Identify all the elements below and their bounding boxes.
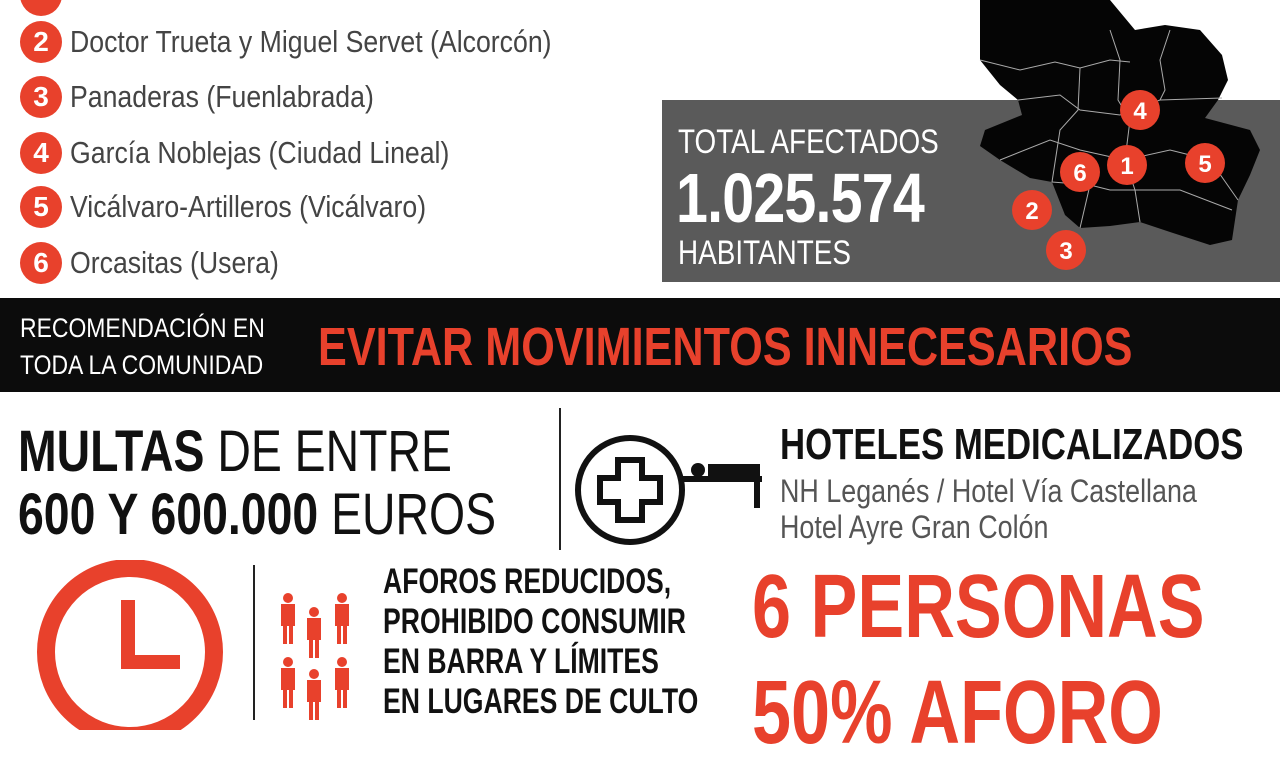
zone-number-badge: 2 bbox=[20, 21, 62, 63]
hotels-list-line1: NH Leganés / Hotel Vía Castellana bbox=[780, 473, 1197, 509]
medical-bed-icon bbox=[575, 435, 762, 545]
capacity-line: AFOROS REDUCIDOS, bbox=[383, 562, 672, 601]
zone-label: Panaderas (Fuenlabrada) bbox=[70, 79, 374, 114]
people-icon bbox=[281, 593, 349, 720]
map-marker: 2 bbox=[1012, 190, 1052, 230]
svg-text:2: 2 bbox=[1025, 198, 1038, 225]
zone-number-badge: 5 bbox=[20, 186, 62, 228]
map-region bbox=[980, 0, 1260, 245]
fines-bold: MULTAS bbox=[18, 419, 205, 484]
banner-headline: EVITAR MOVIMIENTOS INNECESARIOS bbox=[318, 317, 1133, 377]
map-marker: 4 bbox=[1120, 90, 1160, 130]
capacity-line: EN LUGARES DE CULTO bbox=[383, 682, 699, 721]
svg-text:4: 4 bbox=[1133, 98, 1147, 125]
svg-text:3: 3 bbox=[1059, 238, 1072, 265]
fines-amount: 600 Y 600.000 bbox=[18, 482, 319, 547]
recommendation-banner bbox=[0, 298, 1280, 392]
svg-text:1: 1 bbox=[1120, 153, 1133, 180]
capacity-text: AFOROS REDUCIDOS, PROHIBIDO CONSUMIR EN … bbox=[383, 562, 698, 722]
max-people: 6 PERSONAS bbox=[752, 557, 1205, 657]
map-marker: 3 bbox=[1046, 230, 1086, 270]
madrid-map: 4 1 6 5 2 3 bbox=[979, 0, 1260, 270]
banner-label-line2: TODA LA COMUNIDAD bbox=[20, 350, 264, 380]
zone-number-badge: 4 bbox=[20, 132, 62, 174]
zone-number-badge: 6 bbox=[20, 242, 62, 284]
capacity-percent: 50% AFORO bbox=[752, 663, 1163, 763]
hotels-list-line2: Hotel Ayre Gran Colón bbox=[780, 509, 1049, 545]
map-marker: 1 bbox=[1107, 145, 1147, 185]
svg-text:6: 6 bbox=[1073, 160, 1086, 187]
hotels-title: HOTELES MEDICALIZADOS bbox=[780, 420, 1244, 469]
zone-label: Orcasitas (Usera) bbox=[70, 245, 279, 280]
zone-number-badge: 3 bbox=[20, 76, 62, 118]
fines-line1: MULTAS DE ENTRE bbox=[18, 418, 452, 485]
banner-label-line1: RECOMENDACIÓN EN bbox=[20, 313, 265, 343]
zone-number-badge bbox=[20, 0, 62, 16]
stats-title: TOTAL AFECTADOS bbox=[678, 123, 939, 161]
zone-label: Doctor Trueta y Miguel Servet (Alcorcón) bbox=[70, 24, 552, 59]
capacity-line: PROHIBIDO CONSUMIR bbox=[383, 602, 686, 641]
stats-unit: HABITANTES bbox=[678, 234, 851, 272]
zone-label: Vicálvaro-Artilleros (Vicálvaro) bbox=[70, 189, 427, 224]
fines-unit: EUROS bbox=[318, 482, 497, 547]
divider bbox=[253, 565, 255, 720]
map-marker: 5 bbox=[1185, 143, 1225, 183]
clock-icon bbox=[37, 560, 223, 730]
svg-text:5: 5 bbox=[1198, 151, 1211, 178]
fines-line2: 600 Y 600.000 EUROS bbox=[18, 481, 496, 548]
fines-text: DE ENTRE bbox=[204, 419, 452, 484]
stats-value: 1.025.574 bbox=[676, 159, 925, 237]
zone-label: García Noblejas (Ciudad Lineal) bbox=[70, 135, 450, 170]
divider bbox=[559, 408, 561, 550]
capacity-line: EN BARRA Y LÍMITES bbox=[383, 642, 659, 681]
map-marker: 6 bbox=[1060, 152, 1100, 192]
